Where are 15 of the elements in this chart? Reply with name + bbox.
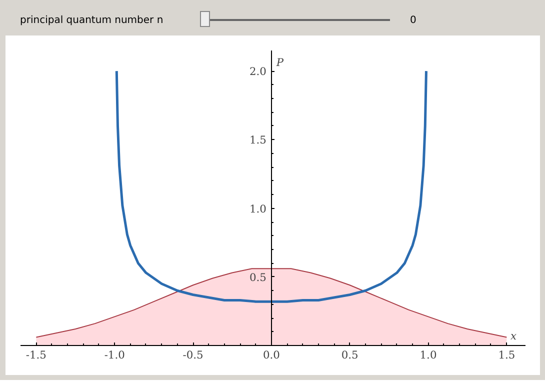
text: 0: [410, 14, 416, 28]
x-tick-label: -1.5: [26, 348, 46, 362]
y-tick-label: 0.5: [249, 270, 266, 284]
text: principal quantum number n: [20, 14, 164, 28]
y-axis-title: P: [275, 56, 284, 70]
x-tick-label: 0.5: [341, 348, 358, 362]
x-axis-title: x: [510, 330, 517, 342]
y-tick-label: 1.0: [249, 202, 267, 216]
x-tick-label: 0.0: [262, 348, 280, 362]
x-tick-label: 1.5: [498, 348, 516, 362]
y-tick-label: 2.0: [249, 65, 267, 78]
x-tick-label: -1.0: [104, 348, 126, 362]
y-tick-label: 1.5: [249, 134, 266, 147]
x-tick-label: -0.5: [182, 348, 204, 362]
x-tick-label: 1.0: [420, 348, 437, 362]
